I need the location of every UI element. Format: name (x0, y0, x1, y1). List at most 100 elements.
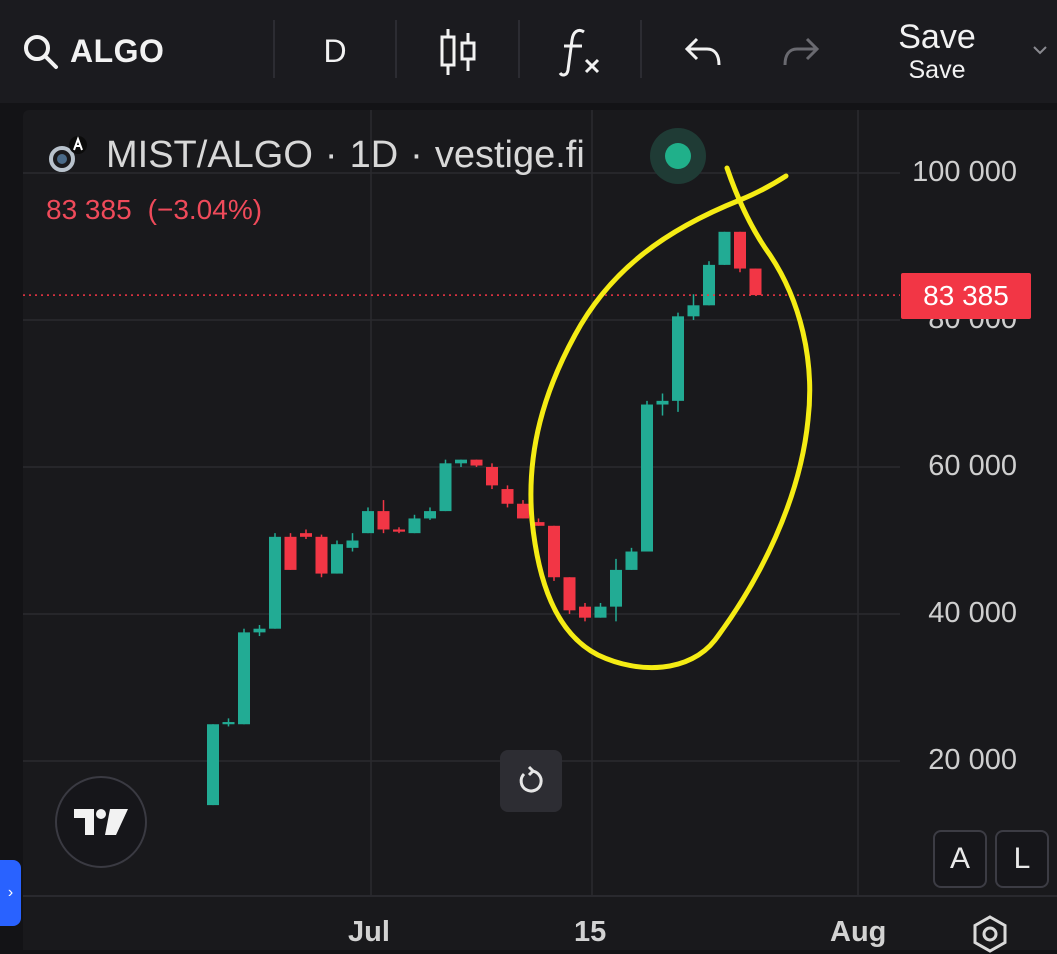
candle-body (362, 511, 374, 534)
candle-body (470, 459, 483, 466)
candle (362, 507, 374, 534)
chart-toolbar: ALGO D Save Save (0, 0, 1057, 103)
candle-body (749, 268, 762, 296)
candle (269, 533, 281, 629)
candle (594, 602, 607, 618)
symbol-legend[interactable]: MIST/ALGO · 1D · vestige.fi (48, 132, 585, 178)
side-panel-toggle[interactable]: › (0, 860, 21, 926)
candle (207, 724, 219, 806)
candle (563, 577, 576, 614)
candle-body (486, 467, 498, 486)
candle-body (315, 536, 328, 574)
candle-body (501, 489, 514, 504)
save-button[interactable]: Save Save (882, 0, 992, 103)
candle (734, 231, 746, 273)
candle (284, 533, 297, 570)
price-change-row: 83 385 (−3.04%) (46, 194, 278, 226)
price-axis-label: 100 000 (912, 156, 1017, 188)
candle-body (346, 540, 359, 548)
candle (532, 518, 545, 526)
candle-body (222, 722, 235, 725)
time-axis-label: 15 (574, 916, 607, 948)
settings-icon[interactable] (970, 914, 1010, 954)
candle-body (672, 316, 684, 401)
candle-body (455, 459, 467, 464)
chevron-right-icon: › (7, 884, 14, 901)
status-dot-icon (665, 143, 691, 169)
candle-body (424, 511, 436, 519)
candle (315, 534, 328, 578)
candle (393, 527, 405, 534)
reset-chart-button[interactable] (500, 750, 562, 812)
candle (486, 463, 498, 490)
legend-separator: · (410, 133, 423, 176)
candle (424, 507, 436, 520)
price-axis-label: 40 000 (928, 597, 1017, 629)
candle-body (517, 503, 529, 519)
interval-label: D (323, 33, 347, 69)
candle (439, 459, 452, 512)
last-price-value: 83 385 (46, 194, 132, 225)
candle-body (532, 522, 545, 526)
chevron-down-icon[interactable] (1030, 40, 1050, 60)
undo-button[interactable] (668, 0, 738, 103)
candle (517, 500, 529, 519)
tradingview-logo[interactable] (55, 776, 147, 868)
indicators-button[interactable] (542, 0, 618, 103)
tradingview-logo-icon (74, 809, 128, 835)
candle (579, 602, 591, 622)
toolbar-divider (273, 20, 275, 78)
current-price-tag: 83 385 (901, 273, 1031, 319)
candle (470, 459, 483, 467)
candle-body (548, 525, 560, 578)
candle (501, 485, 514, 508)
undo-icon (684, 37, 721, 65)
candle (641, 400, 653, 552)
search-icon (24, 34, 58, 69)
timeframe-label: 1D (349, 133, 399, 176)
log-scale-button[interactable]: L (995, 830, 1049, 888)
symbol-search[interactable]: ALGO (22, 0, 172, 103)
candle-body (284, 536, 297, 570)
reset-icon (519, 765, 543, 793)
candle (610, 558, 622, 622)
candle (548, 525, 560, 581)
candle-body (253, 628, 266, 633)
toolbar-divider (640, 20, 642, 78)
save-sublabel: Save (908, 56, 966, 84)
candle-body (610, 569, 622, 607)
redo-button[interactable] (766, 0, 836, 103)
candle (346, 533, 359, 552)
candle (625, 547, 638, 570)
grid-lines (23, 110, 1057, 897)
candle (331, 540, 343, 574)
price-axis-label: 20 000 (928, 744, 1017, 776)
interval-button[interactable]: D (300, 0, 370, 103)
candle (238, 628, 250, 725)
market-status-indicator[interactable] (650, 128, 706, 184)
candle-body (408, 518, 421, 534)
candle-body (718, 231, 731, 265)
candle-body (439, 463, 452, 512)
candle (687, 294, 700, 320)
candle (300, 529, 312, 540)
candle-body (703, 264, 715, 306)
candle-body (594, 606, 607, 618)
candle-body (269, 536, 281, 629)
price-axis-label: 60 000 (928, 450, 1017, 482)
candle-body (393, 529, 405, 532)
time-axis-label: Jul (348, 916, 390, 948)
freehand-annotation-circle (528, 165, 813, 671)
auto-scale-button[interactable]: A (933, 830, 987, 888)
candle-body (300, 533, 312, 537)
symbol-label: ALGO (70, 33, 165, 69)
candle (377, 500, 390, 534)
candle (749, 268, 762, 296)
redo-icon (783, 37, 820, 65)
time-axis-label: Aug (830, 916, 887, 948)
chart-type-button[interactable] (420, 0, 496, 103)
candle (222, 718, 235, 727)
candle-body (238, 632, 250, 725)
candles-icon (440, 28, 476, 75)
